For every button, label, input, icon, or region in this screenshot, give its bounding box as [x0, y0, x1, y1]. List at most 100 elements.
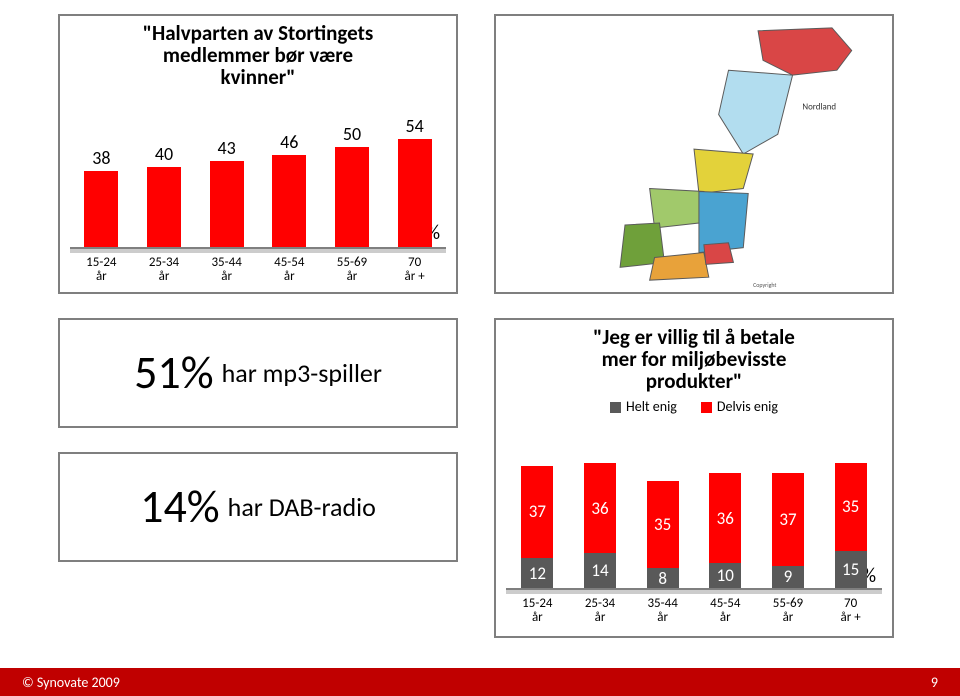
- br-title: "Jeg er villig til å betale mer for milj…: [506, 326, 882, 392]
- tl-xlabel: 70år +: [392, 256, 437, 283]
- br-bar-col: 36 10: [703, 473, 748, 588]
- br-bar-seg-helt-enig: 12: [521, 558, 553, 588]
- tl-xlabel: 35-44år: [204, 256, 249, 283]
- tl-axis-base: [70, 249, 446, 253]
- tl-xlabel: 55-69år: [329, 256, 374, 283]
- br-bar-value-helt: 8: [658, 568, 667, 589]
- br-title-line: produkter": [506, 370, 882, 392]
- br-xlabel: 15-24år: [515, 597, 560, 624]
- br-bar-col: 35 15: [828, 463, 873, 588]
- map-region-label: Nordland: [802, 103, 836, 113]
- tl-xlabel-row: 15-24år 25-34år 35-44år 45-54år 55-69år 70år …: [70, 256, 446, 283]
- norway-map-panel: Nordland Copyright: [494, 14, 894, 294]
- br-bar-value-helt: 10: [717, 565, 734, 586]
- br-bar-seg-delvis-enig: 37: [772, 473, 804, 566]
- br-bar-value-delvis: 35: [842, 496, 859, 517]
- tl-bar-col: 50: [329, 123, 374, 247]
- br-title-line: mer for miljøbevisste: [506, 348, 882, 370]
- br-xlabel: 70år +: [828, 597, 873, 624]
- bottom-right-stacked-chart-panel: "Jeg er villig til å betale mer for milj…: [494, 318, 894, 638]
- tl-bar-col: 54: [392, 115, 437, 247]
- tl-bar-value: 40: [155, 143, 173, 165]
- br-bar-seg-delvis-enig: 36: [709, 473, 741, 563]
- br-xlabel-row: 15-24år 25-34år 35-44år 45-54år 55-69år 70år …: [506, 597, 882, 624]
- tl-bar: [335, 147, 369, 247]
- br-bar-value-delvis: 36: [717, 508, 734, 529]
- dab-rest-text: har DAB-radio: [228, 491, 376, 523]
- tl-title-line: kvinner": [70, 66, 446, 88]
- dab-big-value: 14%: [140, 479, 220, 535]
- br-xlabel: 55-69år: [765, 597, 810, 624]
- tl-bar-col: 38: [79, 147, 124, 247]
- br-bar-value-delvis: 35: [654, 514, 671, 535]
- dab-stat-panel: 14% har DAB-radio: [58, 452, 458, 562]
- tl-bar-value: 46: [280, 131, 298, 153]
- tl-title-line: "Halvparten av Stortingets: [70, 22, 446, 44]
- br-bar-value-helt: 15: [842, 559, 859, 580]
- tl-bar: [147, 167, 181, 247]
- br-chart-area: % 3712361435836103793515 15-24år25-34år3…: [506, 421, 882, 616]
- tl-bar-value: 50: [343, 123, 361, 145]
- footer-bar: © Synovate 2009 9: [0, 668, 960, 696]
- tl-bar-value: 54: [405, 115, 423, 137]
- br-bar-seg-helt-enig: 10: [709, 563, 741, 588]
- legend-item-delvis-enig: Delvis enig: [701, 398, 778, 415]
- tl-axis-line: [70, 247, 446, 249]
- mp3-big-value: 51%: [134, 345, 214, 401]
- br-bar-seg-delvis-enig: 37: [521, 466, 553, 559]
- legend-swatch-delvis-enig: [701, 402, 712, 413]
- br-axis-base: [506, 590, 882, 594]
- tl-bar: [84, 171, 118, 247]
- tl-bar: [272, 155, 306, 247]
- legend-label-helt-enig: Helt enig: [626, 398, 677, 415]
- br-bar-seg-helt-enig: 15: [835, 551, 867, 589]
- br-bar-col: 35 8: [640, 481, 685, 589]
- br-bar-seg-helt-enig: 9: [772, 566, 804, 589]
- tl-bar: [398, 139, 432, 247]
- br-legend: Helt enig Delvis enig: [506, 398, 882, 415]
- mp3-rest-text: har mp3-spiller: [222, 357, 382, 389]
- br-bar-value-delvis: 37: [779, 509, 796, 530]
- br-bar-value-delvis: 36: [591, 498, 608, 519]
- tl-bar-value: 38: [92, 147, 110, 169]
- br-bar-col: 36 14: [577, 463, 622, 588]
- br-xlabel: 25-34år: [577, 597, 622, 624]
- br-bar-col: 37 12: [515, 466, 560, 589]
- br-bar-row: 37 12 36 14 35 8 36 10 37 9 35 15: [506, 423, 882, 588]
- legend-item-helt-enig: Helt enig: [610, 398, 677, 415]
- mp3-stat-panel: 51% har mp3-spiller: [58, 318, 458, 428]
- tl-bar-value: 43: [218, 137, 236, 159]
- tl-bar-col: 46: [267, 131, 312, 247]
- br-title-line: "Jeg er villig til å betale: [506, 326, 882, 348]
- br-bar-seg-helt-enig: 14: [584, 553, 616, 588]
- map-copyright: Copyright: [753, 281, 776, 289]
- br-bar-seg-helt-enig: 8: [647, 568, 679, 588]
- br-bar-col: 37 9: [765, 473, 810, 588]
- top-left-bar-chart-panel: "Halvparten av Stortingets medlemmer bør…: [58, 14, 458, 294]
- tl-title-line: medlemmer bør være: [70, 44, 446, 66]
- br-bar-seg-delvis-enig: 36: [584, 463, 616, 553]
- br-bar-seg-delvis-enig: 35: [835, 463, 867, 551]
- tl-xlabel: 15-24år: [79, 256, 124, 283]
- br-bar-value-delvis: 37: [529, 501, 546, 522]
- br-bar-value-helt: 12: [529, 563, 546, 584]
- legend-label-delvis-enig: Delvis enig: [717, 398, 778, 415]
- tl-bar-col: 40: [141, 143, 186, 247]
- br-xlabel: 35-44år: [640, 597, 685, 624]
- br-xlabel: 45-54år: [703, 597, 748, 624]
- footer-page-number: 9: [931, 674, 938, 691]
- tl-xlabel: 25-34år: [141, 256, 186, 283]
- tl-bar: [210, 161, 244, 247]
- br-bar-seg-delvis-enig: 35: [647, 481, 679, 569]
- br-bar-value-helt: 14: [591, 560, 608, 581]
- tl-xlabel: 45-54år: [267, 256, 312, 283]
- legend-swatch-helt-enig: [610, 402, 621, 413]
- br-axis-line: [506, 588, 882, 590]
- tl-bar-col: 43: [204, 137, 249, 247]
- tl-chart-area: % 384043465054 15-24år25-34år35-44år45-5…: [70, 90, 446, 275]
- norway-map-svg: Nordland Copyright: [496, 16, 892, 292]
- tl-bar-row: 38 40 43 46 50 54: [70, 92, 446, 247]
- footer-copyright: © Synovate 2009: [22, 674, 120, 691]
- br-bar-value-helt: 9: [784, 566, 793, 587]
- tl-title: "Halvparten av Stortingets medlemmer bør…: [70, 22, 446, 88]
